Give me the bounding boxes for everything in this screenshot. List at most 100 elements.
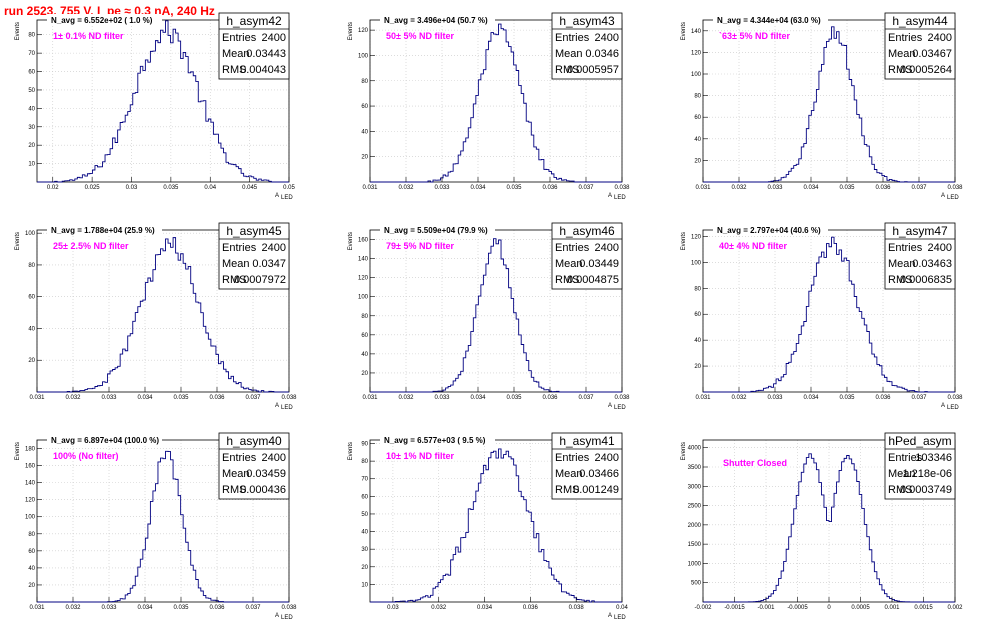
histogram-name: h_asym45 xyxy=(226,224,282,238)
y-tick-label: 40 xyxy=(28,106,35,112)
y-tick-label: 180 xyxy=(25,447,36,453)
y-tick-label: 80 xyxy=(694,286,701,292)
y-tick-label: 70 xyxy=(361,477,368,483)
x-tick-label: 0.031 xyxy=(695,185,711,191)
x-tick-label: 0.025 xyxy=(85,185,101,191)
x-tick-label: 0.034 xyxy=(470,395,486,401)
stat-value: 2400 xyxy=(595,452,619,464)
x-tick-label: 0.032 xyxy=(731,395,747,401)
y-tick-label: 10 xyxy=(361,582,368,588)
stat-label: RMS xyxy=(222,484,246,496)
histogram-name: h_asym40 xyxy=(226,434,282,448)
x-axis-label-sub: LED xyxy=(947,405,959,411)
stat-value: 2400 xyxy=(595,242,619,254)
y-tick-label: 100 xyxy=(25,231,36,237)
stat-value: 2400 xyxy=(595,32,619,44)
histogram-series xyxy=(37,20,289,183)
x-axis-label: A xyxy=(608,613,612,619)
y-tick-label: 80 xyxy=(361,459,368,465)
stat-label: Mean xyxy=(222,258,250,270)
y-tick-label: 50 xyxy=(361,512,368,518)
histogram-panel-h_asym41: 0.03 0.032 0.034 0.036 0.038 0.04 10 20 30 40 50 60… xyxy=(348,432,628,621)
stat-label: Entries xyxy=(555,452,590,464)
stat-label: RMS xyxy=(888,64,912,76)
histogram-name: h_asym46 xyxy=(559,224,615,238)
histogram-name: hPed_asym xyxy=(888,434,951,448)
x-tick-label: 0.033 xyxy=(767,185,783,191)
y-tick-label: 100 xyxy=(358,295,369,301)
x-tick-label: 0.037 xyxy=(578,395,594,401)
y-tick-label: 40 xyxy=(28,326,35,332)
y-tick-label: 30 xyxy=(361,547,368,553)
stat-value: 0.0006835 xyxy=(900,274,952,286)
y-axis-label: Events xyxy=(681,442,687,460)
stat-label: Entries xyxy=(222,452,257,464)
histogram-name: h_asym42 xyxy=(226,14,282,28)
x-tick-label: 0.031 xyxy=(362,395,378,401)
x-axis-label-sub: LED xyxy=(614,405,626,411)
x-tick-label: -0.001 xyxy=(757,605,775,611)
stat-value: 2400 xyxy=(262,32,286,44)
x-axis-label: A xyxy=(608,193,612,199)
stat-label: Mean xyxy=(888,258,916,270)
filter-note: `63± 5% ND filter xyxy=(719,31,790,41)
x-tick-label: 0.04 xyxy=(204,185,216,191)
y-tick-label: 120 xyxy=(691,234,702,240)
navg-box xyxy=(380,14,495,26)
stat-label: Entries xyxy=(555,242,590,254)
stat-value: 0.03449 xyxy=(579,258,619,270)
y-tick-label: 80 xyxy=(361,79,368,85)
x-axis-label-sub: LED xyxy=(614,195,626,201)
x-tick-label: 0.034 xyxy=(470,185,486,191)
stat-value: 0.0003749 xyxy=(900,484,952,496)
x-tick-label: 0.032 xyxy=(398,395,414,401)
x-tick-label: 0 xyxy=(827,605,831,611)
plot-frame xyxy=(36,229,290,393)
x-axis-label-sub: LED xyxy=(281,405,293,411)
plot-frame xyxy=(36,439,290,603)
y-tick-label: 20 xyxy=(28,358,35,364)
x-tick-label: 0.037 xyxy=(911,185,927,191)
histogram-panel-h_asym45: 0.031 0.032 0.033 0.034 0.035 0.036 0.037 0.038… xyxy=(15,222,297,411)
x-axis-label: A xyxy=(941,403,945,409)
x-tick-label: 0.033 xyxy=(434,395,450,401)
stats-box xyxy=(884,432,956,500)
y-axis-label: Events xyxy=(681,22,687,40)
stat-value: 0.004043 xyxy=(240,64,286,76)
navg-label: N_avg = 1.788e+04 (25.9 %) xyxy=(51,226,155,235)
y-tick-label: 120 xyxy=(358,276,369,282)
navg-label: N_avg = 6.552e+02 ( 1.0 %) xyxy=(51,16,153,25)
x-axis-label: A xyxy=(275,193,279,199)
y-tick-label: 40 xyxy=(361,129,368,135)
filter-note: 100% (No filter) xyxy=(53,451,119,461)
panels: 0.02 0.025 0.03 0.035 0.04 0.045 0.05 10 20 30 40 5… xyxy=(15,12,963,621)
x-tick-label: 0.036 xyxy=(875,185,891,191)
histogram-series xyxy=(703,236,955,393)
y-tick-label: 80 xyxy=(694,94,701,100)
navg-label: N_avg = 4.344e+04 (63.0 %) xyxy=(717,16,821,25)
histogram-series xyxy=(703,26,955,183)
histogram-name: h_asym47 xyxy=(892,224,948,238)
stat-label: Mean xyxy=(222,48,250,60)
navg-box xyxy=(47,224,162,236)
y-tick-label: 120 xyxy=(691,50,702,56)
x-tick-label: 0.035 xyxy=(163,185,179,191)
x-tick-label: -0.0015 xyxy=(724,605,745,611)
y-tick-label: 40 xyxy=(361,352,368,358)
plot-frame xyxy=(36,19,290,183)
y-axis-label: Events xyxy=(15,442,21,460)
y-tick-label: 40 xyxy=(28,566,35,572)
x-tick-label: -0.002 xyxy=(694,605,712,611)
plot-frame xyxy=(702,19,956,183)
histogram-panel-h_asym47: 0.031 0.032 0.033 0.034 0.035 0.036 0.037 0.038… xyxy=(681,222,963,411)
stat-value: 0.0346 xyxy=(585,48,619,60)
x-tick-label: 0.036 xyxy=(523,605,539,611)
navg-box xyxy=(47,14,162,26)
histogram-series xyxy=(370,238,622,393)
x-tick-label: 0.034 xyxy=(803,185,819,191)
stat-label: Mean xyxy=(222,468,250,480)
x-tick-label: 0.035 xyxy=(173,395,189,401)
stats-box xyxy=(218,222,290,290)
x-axis-label-sub: LED xyxy=(947,195,959,201)
stat-value: 0.0005957 xyxy=(567,64,619,76)
